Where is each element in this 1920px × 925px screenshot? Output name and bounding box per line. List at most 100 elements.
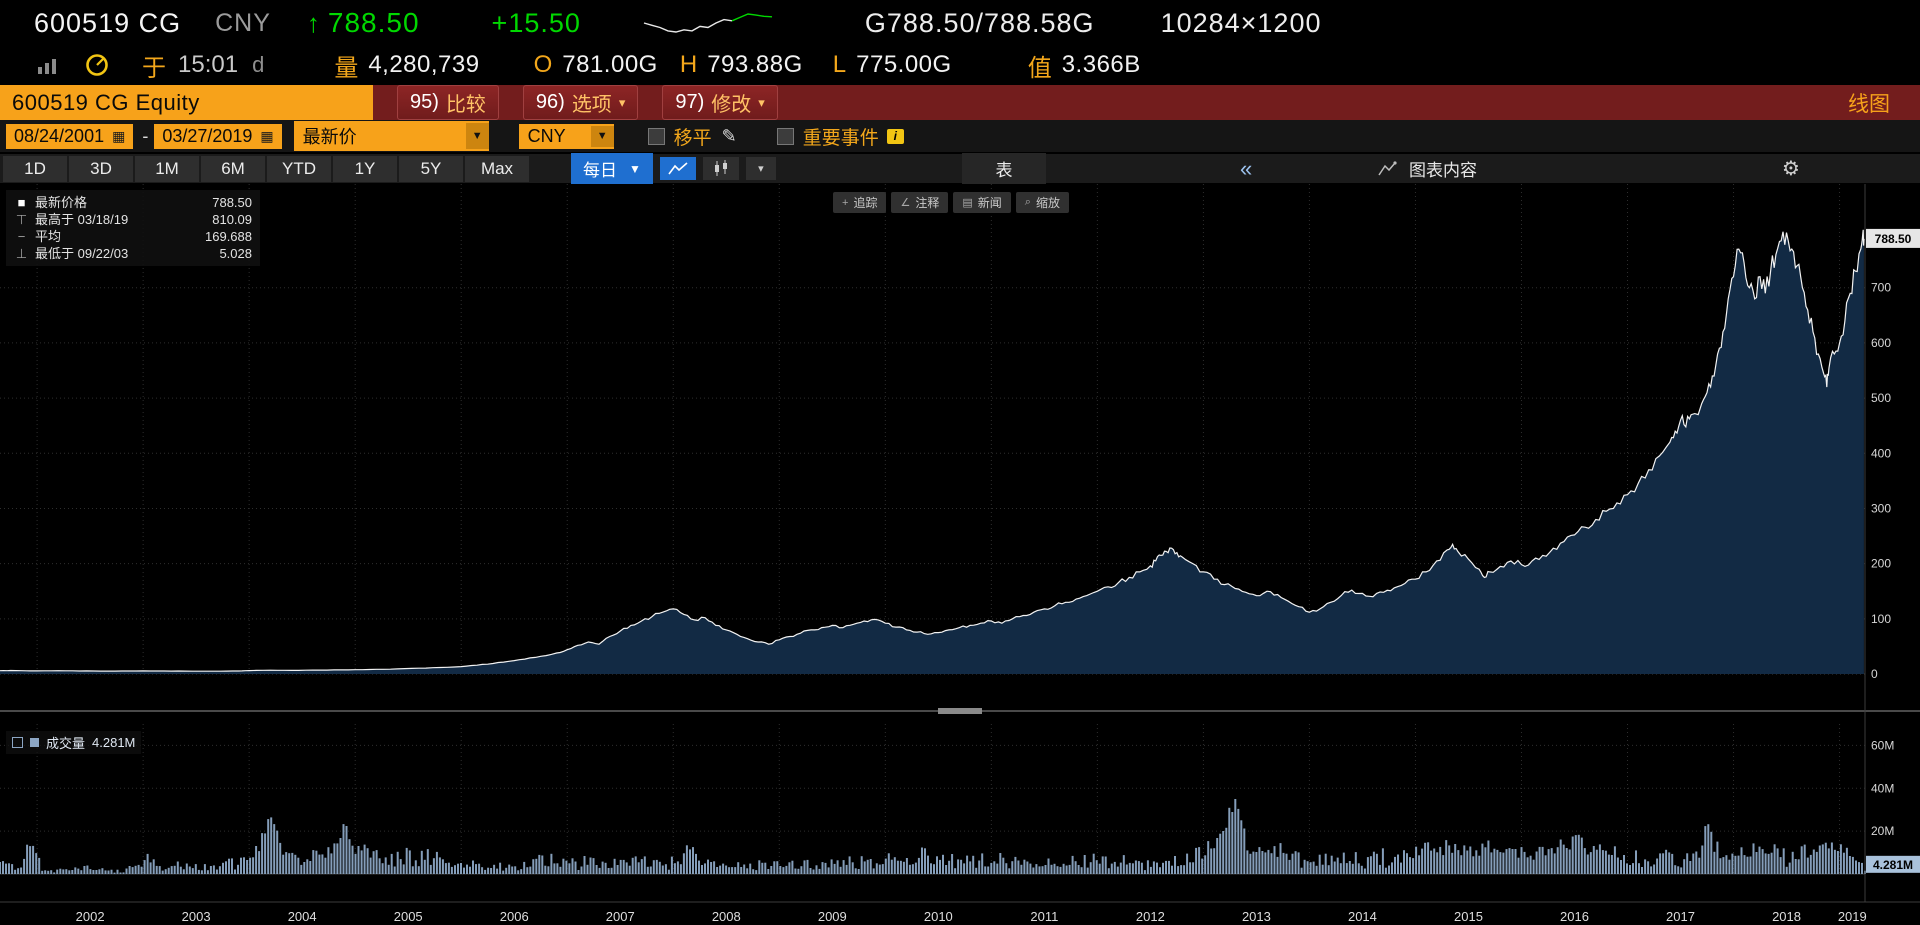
svg-text:4.281M: 4.281M bbox=[1873, 858, 1913, 872]
svg-text:2004: 2004 bbox=[288, 909, 317, 924]
chart-type-title: 线图 bbox=[1848, 92, 1890, 116]
info-icon[interactable]: i bbox=[886, 128, 904, 144]
currency-label: CNY bbox=[215, 8, 271, 37]
date-range-separator: - bbox=[142, 125, 149, 146]
legend-label: 最新价格 bbox=[35, 195, 88, 210]
lot-sizes: 10284×1200 bbox=[1160, 7, 1322, 38]
currency-select[interactable]: CNY ▼ bbox=[518, 123, 614, 149]
track-label: 追踪 bbox=[853, 196, 878, 210]
collapse-button[interactable]: « bbox=[1240, 155, 1253, 181]
gear-icon[interactable]: ⚙ bbox=[1782, 158, 1800, 180]
candlestick-icon bbox=[714, 160, 727, 176]
gauge-icon bbox=[86, 54, 108, 76]
price-volume-chart[interactable]: 2002 2003 2004 2005 2006 2007 2008 2009 2010 2011… bbox=[0, 184, 1920, 925]
tab-6m[interactable]: 6M bbox=[201, 155, 265, 182]
date-from-field[interactable]: 08/24/2001 ▦ bbox=[6, 123, 134, 149]
menu-label: 修改 bbox=[711, 94, 752, 116]
svg-text:2012: 2012 bbox=[1136, 909, 1165, 924]
key-events-checkbox[interactable] bbox=[776, 127, 794, 145]
news-label: 新闻 bbox=[977, 196, 1002, 210]
tab-3d[interactable]: 3D bbox=[69, 155, 133, 182]
chart-type-dropdown[interactable]: ▾ bbox=[745, 157, 776, 180]
menu-item-compare[interactable]: 95) 比较 bbox=[397, 85, 499, 120]
magnifier-icon: ⌕ bbox=[1024, 196, 1031, 208]
price-up-arrow-icon: ↑ bbox=[306, 7, 320, 38]
annotate-icon: ∠ bbox=[900, 197, 911, 209]
tab-1d[interactable]: 1D bbox=[3, 155, 67, 182]
security-symbol: 600519 CG bbox=[34, 7, 182, 38]
value-label: 值 bbox=[1027, 54, 1052, 82]
volume-bars-icon bbox=[38, 56, 56, 74]
candle-chart-type-button[interactable] bbox=[702, 157, 739, 180]
period-value: 每日 bbox=[583, 161, 617, 180]
zoom-label: 缩放 bbox=[1035, 196, 1060, 210]
moving-average-checkbox[interactable] bbox=[647, 127, 665, 145]
stats-bar: 于 15:01 d 量 4,280,739 O 781.00G H 793.88… bbox=[0, 46, 1920, 84]
menu-label: 选项 bbox=[571, 94, 612, 116]
legend-value: 5.028 bbox=[219, 246, 252, 261]
menu-label: 比较 bbox=[445, 94, 486, 116]
svg-text:2007: 2007 bbox=[606, 909, 635, 924]
range-tab-bar: 1D 3D 1M 6M YTD 1Y 5Y Max 每日 ▼ ▾ 表 bbox=[0, 153, 1920, 184]
legend-value: 788.50 bbox=[212, 195, 252, 210]
pencil-icon[interactable]: ✎ bbox=[721, 125, 737, 146]
line-chart-icon bbox=[668, 162, 688, 175]
zoom-button[interactable]: ⌕ 缩放 bbox=[1015, 192, 1069, 213]
menu-item-options[interactable]: 96) 选项 ▾ bbox=[522, 85, 639, 120]
tab-5y[interactable]: 5Y bbox=[399, 155, 463, 182]
table-button[interactable]: 表 bbox=[962, 153, 1046, 184]
svg-text:2008: 2008 bbox=[712, 909, 741, 924]
tab-ytd[interactable]: YTD bbox=[267, 155, 331, 182]
legend-average: − 平均 169.688 bbox=[14, 228, 252, 245]
chart-legend: ■ 最新价格 788.50 ⊤ 最高于 03/18/19 810.09 − 平均… bbox=[6, 190, 260, 266]
at-label: 于 bbox=[142, 54, 166, 82]
price-field-value: 最新价 bbox=[302, 127, 357, 147]
dropdown-arrow-icon: ▼ bbox=[590, 125, 614, 147]
volume-swatch-icon bbox=[30, 738, 39, 747]
in-chart-toolbar: + 追踪 ∠ 注释 ▤ 新闻 ⌕ 缩放 bbox=[833, 192, 1069, 213]
price-field-select[interactable]: 最新价 ▼ bbox=[293, 121, 489, 151]
svg-text:2006: 2006 bbox=[500, 909, 529, 924]
news-button[interactable]: ▤ 新闻 bbox=[953, 192, 1011, 213]
svg-text:700: 700 bbox=[1871, 281, 1891, 295]
tab-1y[interactable]: 1Y bbox=[333, 155, 397, 182]
chart-region: 2002 2003 2004 2005 2006 2007 2008 2009 2010 2011… bbox=[0, 184, 1920, 925]
mountain-chart-icon bbox=[1378, 160, 1397, 175]
volume-legend-label: 成交量 bbox=[46, 736, 86, 751]
intraday-sparkline bbox=[643, 13, 772, 33]
moving-average-label: 移平 bbox=[673, 127, 712, 149]
dropdown-arrow-icon: ▼ bbox=[629, 161, 641, 176]
menu-number: 95) bbox=[410, 91, 439, 113]
svg-text:40M: 40M bbox=[1871, 781, 1894, 795]
chevron-down-icon: ▾ bbox=[758, 163, 764, 175]
chart-content-button[interactable]: 图表内容 bbox=[1378, 156, 1477, 181]
svg-text:2018: 2018 bbox=[1772, 909, 1801, 924]
crosshair-icon: + bbox=[842, 196, 849, 209]
track-button[interactable]: + 追踪 bbox=[833, 192, 887, 213]
svg-text:200: 200 bbox=[1871, 557, 1891, 571]
menu-number: 97) bbox=[675, 91, 705, 113]
security-field[interactable]: 600519 CG Equity bbox=[0, 85, 373, 120]
date-to-field[interactable]: 03/27/2019 ▦ bbox=[154, 123, 282, 149]
date-to-value: 03/27/2019 bbox=[162, 125, 253, 146]
high-value: 793.88G bbox=[707, 51, 803, 78]
price-change: +15.50 bbox=[491, 7, 581, 38]
menu-item-modify[interactable]: 97) 修改 ▾ bbox=[662, 85, 778, 120]
line-chart-type-button[interactable] bbox=[659, 157, 696, 180]
low-label: L bbox=[832, 51, 847, 78]
svg-text:2003: 2003 bbox=[182, 909, 211, 924]
svg-text:60M: 60M bbox=[1871, 738, 1894, 752]
svg-text:20M: 20M bbox=[1871, 824, 1894, 838]
annotate-button[interactable]: ∠ 注释 bbox=[891, 192, 949, 213]
period-select[interactable]: 每日 ▼ bbox=[571, 153, 653, 184]
high-marker-icon: ⊤ bbox=[15, 212, 28, 227]
tab-1m[interactable]: 1M bbox=[135, 155, 199, 182]
high-label: H bbox=[679, 51, 698, 78]
open-label: O bbox=[533, 51, 553, 78]
tab-max[interactable]: Max bbox=[465, 155, 529, 182]
svg-text:788.50: 788.50 bbox=[1875, 232, 1912, 246]
average-marker-icon: − bbox=[17, 229, 26, 244]
chevron-down-icon: ▾ bbox=[618, 94, 626, 110]
low-value: 775.00G bbox=[856, 51, 952, 78]
